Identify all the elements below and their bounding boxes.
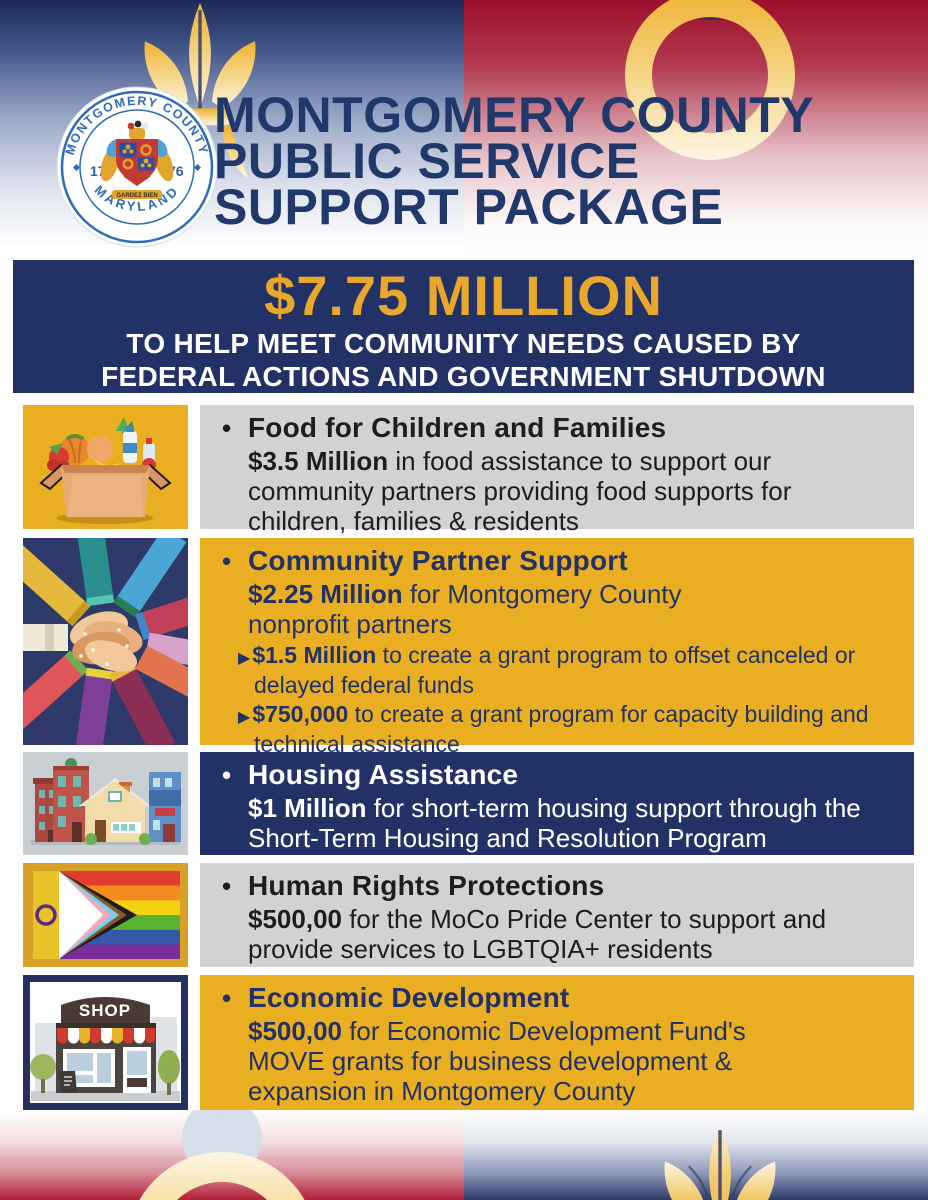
body-text: in food assistance to support our commun… [248, 446, 792, 536]
body-text: for Economic Development Fund's MOVE gra… [248, 1016, 746, 1106]
hands-together-icon [23, 538, 188, 745]
sub-text: to create a grant program to offset canc… [254, 642, 856, 698]
section-housing-panel: • Housing Assistance $1 Million for shor… [200, 752, 914, 855]
section-title: Human Rights Protections [248, 870, 605, 901]
total-amount: $7.75 MILLION [264, 264, 663, 327]
amount-text: $3.5 Million [248, 446, 389, 476]
decor-bottom-band [0, 1110, 928, 1200]
sub-item: ▶$1.5 Million to create a grant program … [238, 642, 896, 698]
section-body: $500,00 for Economic Development Fund's … [248, 1016, 818, 1106]
shop-sign-text: SHOP [79, 1001, 131, 1020]
section-economic-development: SHOP [23, 975, 914, 1110]
shop-icon: SHOP [23, 975, 188, 1110]
ring-icon [139, 1110, 305, 1200]
fleur-de-lis-icon [144, 2, 256, 183]
section-body: $3.5 Million in food assistance to suppo… [248, 446, 878, 536]
bullet-dot: • [222, 413, 232, 443]
banner-subtitle-line-1: TO HELP MEET COMMUNITY NEEDS CAUSED BY [126, 328, 801, 359]
section-title: Housing Assistance [248, 759, 519, 790]
section-community-panel: • Community Partner Support $2.25 Millio… [200, 538, 914, 757]
amount-text: $750,000 [252, 701, 349, 727]
amount-text: $2.25 Million [248, 579, 403, 609]
houses-icon [23, 752, 188, 855]
section-community-partner: • Community Partner Support $2.25 Millio… [23, 538, 914, 757]
amount-text: $500,00 [248, 904, 342, 934]
bullet-dot: • [222, 546, 232, 576]
fleur-de-lis-icon [664, 1123, 776, 1200]
body-text: for short-term housing support through t… [248, 793, 861, 853]
title-line-1: MONTGOMERY COUNTY [214, 87, 815, 143]
section-body: $1 Million for short-term housing suppor… [248, 793, 888, 853]
bullet-dot: • [222, 871, 232, 901]
bullet-dot: • [222, 983, 232, 1013]
section-housing: • Housing Assistance $1 Million for shor… [23, 752, 914, 855]
sub-bullet-arrow-icon: ▶ [238, 709, 251, 726]
title-line-3: SUPPORT PACKAGE [214, 179, 724, 235]
section-body: $2.25 Million for Montgomery County nonp… [248, 579, 768, 639]
seal-crest: GARDEZ BIEN [100, 120, 174, 199]
page-title: MONTGOMERY COUNTY PUBLIC SERVICE SUPPORT… [214, 87, 920, 235]
seal-motto: GARDEZ BIEN [116, 193, 157, 199]
sub-bullet-arrow-icon: ▶ [238, 650, 251, 667]
pride-flag-icon [23, 863, 188, 967]
decor-bottom-right-gradient [464, 1110, 928, 1200]
montgomery-county-seal: MONTGOMERY COUNTY MARYLAND 17 76 [56, 86, 218, 248]
body-text: for the MoCo Pride Center to support and… [248, 904, 827, 964]
title-line-2: PUBLIC SERVICE [214, 133, 640, 189]
ring-icon [625, 0, 795, 160]
section-human-rights: • Human Rights Protections $500,00 for t… [23, 863, 914, 967]
section-economic-panel: • Economic Development $500,00 for Econo… [200, 975, 914, 1110]
amount-text: $500,00 [248, 1016, 342, 1046]
headline-banner: $7.75 MILLION TO HELP MEET COMMUNITY NEE… [13, 260, 914, 393]
amount-text: $1.5 Million [252, 642, 377, 668]
sub-item: ▶$750,000 to create a grant program for … [238, 701, 896, 757]
banner-subtitle-line-2: FEDERAL ACTIONS AND GOVERNMENT SHUTDOWN [101, 361, 826, 392]
decor-top-right-gradient [464, 0, 928, 262]
bullet-dot: • [222, 760, 232, 790]
section-title: Economic Development [248, 982, 570, 1013]
body-text: for Montgomery County nonprofit partners [248, 579, 682, 639]
section-title: Community Partner Support [248, 545, 628, 576]
section-body: $500,00 for the MoCo Pride Center to sup… [248, 904, 848, 964]
section-title: Food for Children and Families [248, 412, 667, 443]
food-box-icon [23, 405, 188, 529]
section-human-rights-panel: • Human Rights Protections $500,00 for t… [200, 863, 914, 967]
amount-text: $1 Million [248, 793, 367, 823]
section-food-panel: • Food for Children and Families $3.5 Mi… [200, 405, 914, 536]
section-food: • Food for Children and Families $3.5 Mi… [23, 405, 914, 536]
